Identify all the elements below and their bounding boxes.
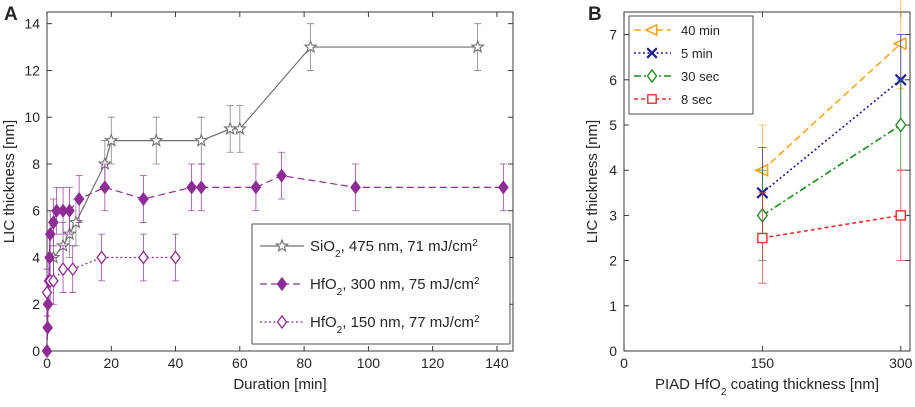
data-point xyxy=(64,203,75,218)
series-line xyxy=(761,79,902,194)
x-tick-label: 140 xyxy=(485,355,509,371)
data-point xyxy=(498,180,509,195)
data-point xyxy=(99,180,111,195)
x-tick-label: 20 xyxy=(103,355,119,371)
y-tick-label: 6 xyxy=(32,203,40,219)
axes-frame xyxy=(623,11,911,352)
data-point xyxy=(67,262,79,277)
data-point xyxy=(42,320,53,335)
data-point xyxy=(303,39,318,54)
y-axis-label: LIC thickness [nm] xyxy=(1,120,18,243)
data-point xyxy=(44,227,56,242)
x-tick-label: 300 xyxy=(889,355,913,371)
data-point xyxy=(96,250,107,265)
series-0 xyxy=(754,0,907,216)
x-tick-label: 150 xyxy=(751,355,775,371)
legend-marker xyxy=(644,23,658,37)
data-point xyxy=(138,191,149,207)
data-point xyxy=(757,232,768,244)
data-point xyxy=(41,285,53,300)
x-tick-label: 60 xyxy=(232,355,248,371)
data-point xyxy=(895,117,907,133)
data-point xyxy=(170,250,181,265)
x-tick-label: 40 xyxy=(168,355,184,371)
data-point xyxy=(186,180,197,195)
x-tick-label: 80 xyxy=(296,355,312,371)
y-tick-label: 7 xyxy=(609,27,617,43)
data-point xyxy=(276,168,287,183)
x-tick-label: 120 xyxy=(421,355,445,371)
data-point xyxy=(892,36,907,51)
data-point xyxy=(48,215,59,230)
y-tick-label: 6 xyxy=(609,72,617,88)
y-tick-label: 2 xyxy=(32,296,40,312)
y-tick-label: 5 xyxy=(609,117,617,133)
legend-marker xyxy=(274,238,290,253)
panel-b-plot: 0 150 300 0 1 2 3 4 5 6 7 PIAD HfO2 coating thickne… xyxy=(584,0,913,398)
legend-label: HfO2, 150 nm, 77 mJ/cm2 xyxy=(310,314,480,336)
data-point xyxy=(350,180,361,195)
data-point xyxy=(195,180,207,195)
y-tick-label: 12 xyxy=(24,62,40,78)
y-tick-label: 4 xyxy=(32,249,40,265)
panel-label-a: A xyxy=(4,4,18,25)
y-axis-label: LIC thickness [nm] xyxy=(584,120,601,243)
y-tick-label: 14 xyxy=(24,16,40,32)
legend-label: 8 sec xyxy=(681,92,713,107)
data-point xyxy=(232,121,248,136)
data-point xyxy=(470,39,485,54)
data-point xyxy=(57,262,69,277)
x-tick-label: 100 xyxy=(357,355,381,371)
legend-label: 40 min xyxy=(681,23,720,38)
panel-label-b: B xyxy=(588,4,602,25)
series-3 xyxy=(757,169,907,284)
y-tick-label: 2 xyxy=(609,253,617,269)
legend-label: 5 min xyxy=(681,46,713,61)
legend-marker xyxy=(646,47,658,59)
x-tick-label: 0 xyxy=(620,355,628,371)
series-2 xyxy=(41,233,181,317)
y-tick-label: 4 xyxy=(609,162,617,178)
data-point xyxy=(138,250,149,265)
panel-a-plot: 0 20 40 60 80 100 120 140 0 2 4 6 8 10 12 14 Duration [m… xyxy=(1,11,514,393)
data-point xyxy=(194,133,209,147)
y-tick-label: 0 xyxy=(609,343,617,359)
series-line xyxy=(46,256,176,293)
y-tick-label: 0 xyxy=(32,343,40,359)
data-point xyxy=(104,133,119,147)
data-point xyxy=(68,214,84,229)
y-tick-label: 1 xyxy=(609,298,617,314)
axes-frame xyxy=(46,11,514,352)
x-tick-label: 0 xyxy=(43,355,51,371)
y-tick-label: 10 xyxy=(24,109,40,125)
legend-marker xyxy=(647,94,657,104)
data-point xyxy=(41,343,53,359)
series-line xyxy=(761,43,902,171)
legend-marker xyxy=(276,314,288,330)
data-point xyxy=(149,133,164,147)
data-point xyxy=(895,210,907,221)
data-point xyxy=(48,273,59,288)
legend-marker xyxy=(646,68,658,84)
legend-label: 30 sec xyxy=(681,69,720,84)
data-point xyxy=(73,191,85,207)
legend-label: HfO2, 300 nm, 75 mJ/cm2 xyxy=(310,276,480,298)
series-1 xyxy=(756,34,907,239)
y-tick-label: 8 xyxy=(32,156,40,172)
y-tick-label: 3 xyxy=(609,207,617,223)
series-line xyxy=(762,214,901,239)
x-axis-label: Duration [min] xyxy=(233,376,326,393)
legend-label: SiO2, 475 nm, 71 mJ/cm2 xyxy=(310,238,478,260)
series-line xyxy=(761,124,902,217)
legend-marker xyxy=(276,276,288,292)
x-axis-label: PIAD HfO2 coating thickness [nm] xyxy=(655,376,879,398)
data-point xyxy=(250,180,262,195)
series-2 xyxy=(756,79,907,261)
